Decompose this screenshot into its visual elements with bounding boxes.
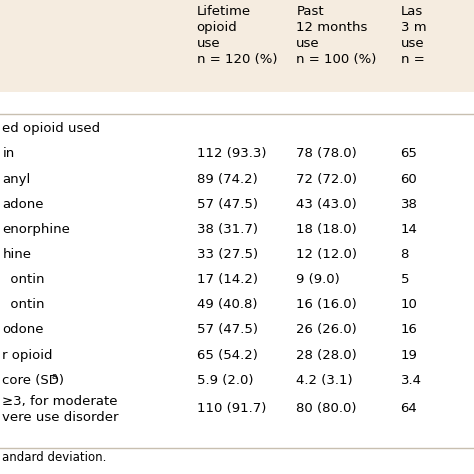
Text: ≥3, for moderate
vere use disorder: ≥3, for moderate vere use disorder [2, 395, 119, 424]
Text: 57 (47.5): 57 (47.5) [197, 198, 258, 210]
Text: 112 (93.3): 112 (93.3) [197, 147, 266, 160]
Text: 14: 14 [401, 223, 418, 236]
Text: 110 (91.7): 110 (91.7) [197, 402, 266, 416]
Text: adone: adone [2, 198, 44, 210]
Text: 16 (16.0): 16 (16.0) [296, 298, 357, 311]
Text: 18 (18.0): 18 (18.0) [296, 223, 357, 236]
Text: 5.9 (2.0): 5.9 (2.0) [197, 374, 253, 387]
Text: 17 (14.2): 17 (14.2) [197, 273, 258, 286]
Text: 49 (40.8): 49 (40.8) [197, 298, 257, 311]
Text: 65: 65 [401, 147, 418, 160]
Text: ontin: ontin [2, 298, 45, 311]
Text: 89 (74.2): 89 (74.2) [197, 173, 257, 185]
Text: 33 (27.5): 33 (27.5) [197, 248, 258, 261]
Bar [0, 92, 474, 467]
Text: r opioid: r opioid [2, 349, 53, 362]
Bar [0, 0, 474, 111]
Text: 65 (54.2): 65 (54.2) [197, 349, 257, 362]
Text: a: a [52, 372, 57, 381]
Text: odone: odone [2, 323, 44, 337]
Text: 78 (78.0): 78 (78.0) [296, 147, 357, 160]
Text: core (SD): core (SD) [2, 374, 64, 387]
Text: 4.2 (3.1): 4.2 (3.1) [296, 374, 353, 387]
Text: ontin: ontin [2, 273, 45, 286]
Text: 3.4: 3.4 [401, 374, 421, 387]
Text: 64: 64 [401, 402, 417, 416]
Text: 38 (31.7): 38 (31.7) [197, 223, 258, 236]
Text: Lifetime
opioid
use
n = 120 (%): Lifetime opioid use n = 120 (%) [197, 5, 277, 66]
Text: hine: hine [2, 248, 31, 261]
Text: ed opioid used: ed opioid used [2, 122, 100, 135]
Text: Past
12 months
use
n = 100 (%): Past 12 months use n = 100 (%) [296, 5, 377, 66]
Text: 8: 8 [401, 248, 409, 261]
Text: 5: 5 [401, 273, 409, 286]
Text: Las
3 m
use
n =: Las 3 m use n = [401, 5, 426, 66]
Text: 60: 60 [401, 173, 417, 185]
Text: 10: 10 [401, 298, 418, 311]
Text: andard deviation.: andard deviation. [2, 451, 107, 464]
Text: 57 (47.5): 57 (47.5) [197, 323, 258, 337]
Text: 43 (43.0): 43 (43.0) [296, 198, 357, 210]
Text: in: in [2, 147, 15, 160]
Text: enorphine: enorphine [2, 223, 70, 236]
Text: 28 (28.0): 28 (28.0) [296, 349, 357, 362]
Text: 19: 19 [401, 349, 418, 362]
Text: 72 (72.0): 72 (72.0) [296, 173, 357, 185]
Text: anyl: anyl [2, 173, 31, 185]
Text: 16: 16 [401, 323, 418, 337]
Text: 38: 38 [401, 198, 418, 210]
Text: 12 (12.0): 12 (12.0) [296, 248, 357, 261]
Text: 9 (9.0): 9 (9.0) [296, 273, 340, 286]
Text: 26 (26.0): 26 (26.0) [296, 323, 357, 337]
Text: 80 (80.0): 80 (80.0) [296, 402, 357, 416]
